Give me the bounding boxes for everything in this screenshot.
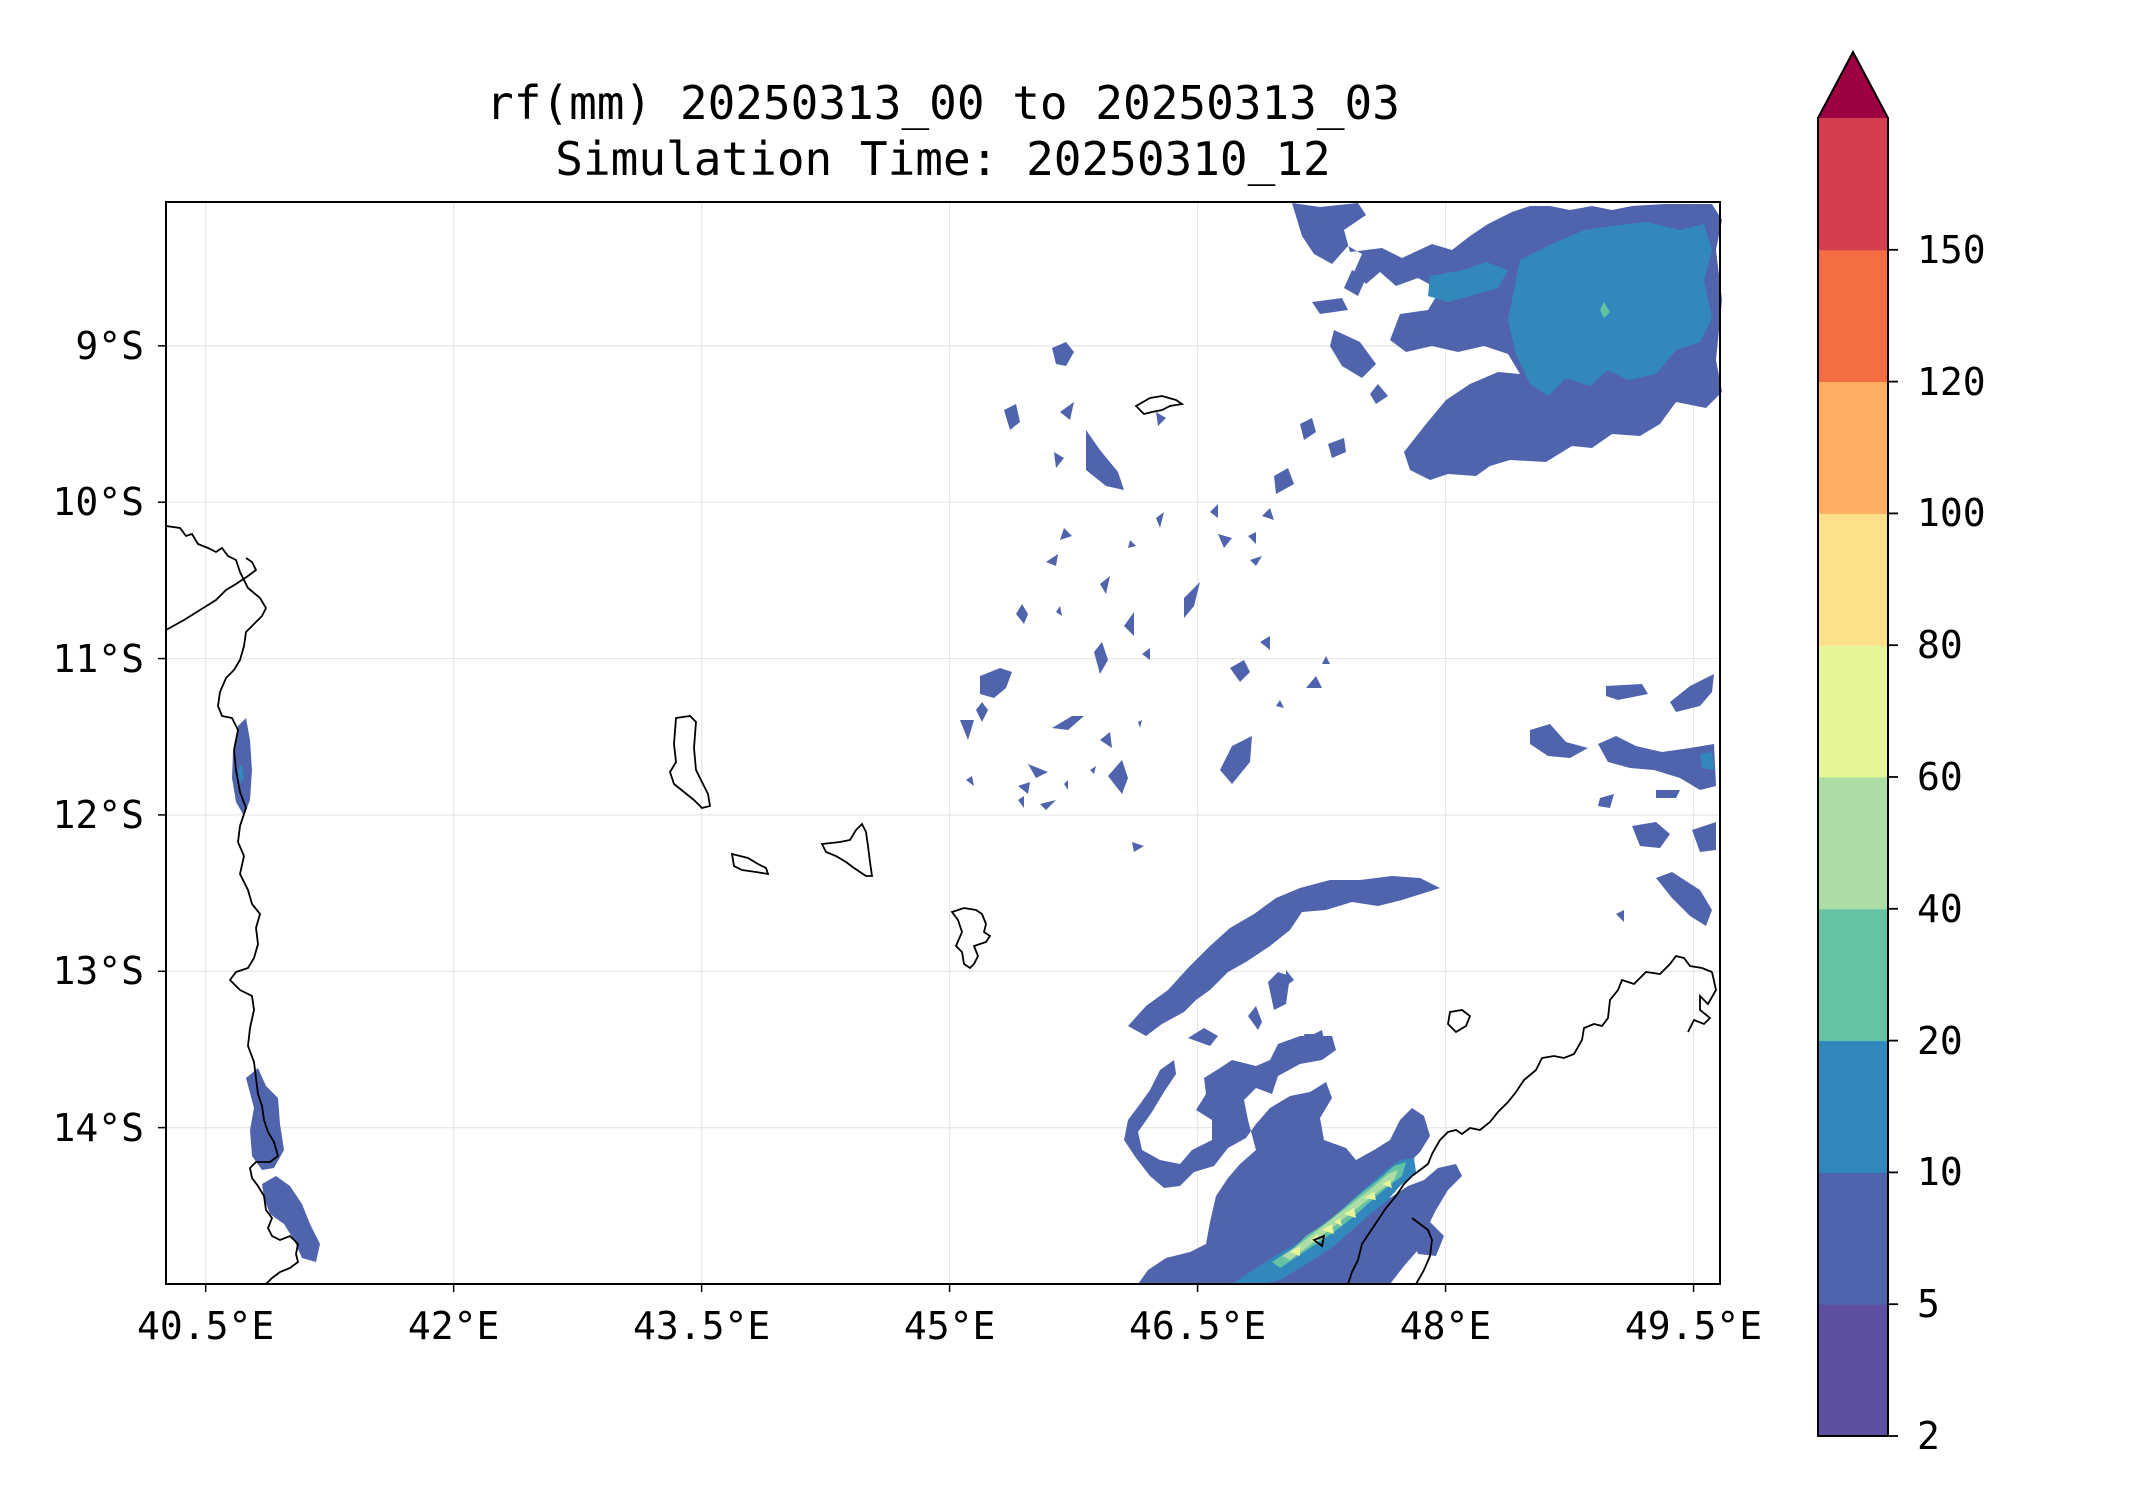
island-grande-comore [669,715,712,809]
islet-nosy-komba [1312,1234,1326,1248]
lon-tick-label: 42°E [407,1304,500,1348]
rain-area-south-3 [1410,1222,1444,1256]
colorbar-tick-label: 80 [1917,623,1963,668]
rain-area-east-5 [1656,790,1680,798]
colorbar-segment [1818,1172,1888,1305]
rain-area-east-3 [1530,724,1588,758]
lat-tick-label: 12°S [52,792,144,837]
coastline-madagascar [1347,954,1713,1285]
colorbar-tick-label: 150 [1917,227,1986,272]
colorbar-segment [1818,381,1888,514]
lon-tick-label: 49.5°E [1624,1304,1763,1348]
rain-area-east-7 [1692,822,1716,852]
colorbar-tick-label: 40 [1917,886,1963,931]
rain-area-east-4 [1598,736,1716,790]
colorbar-tick-label: 120 [1917,359,1986,404]
rain-area-east-9 [1598,794,1614,808]
map-title: rf(mm) 20250313_00 to 20250313_03 [486,76,1400,130]
colorbar-segment [1818,513,1888,646]
rain-area-west-3 [262,1176,320,1262]
lat-tick-label: 9°S [75,323,144,368]
rain-area-east-1 [1606,684,1648,700]
rain-band-south-central [1128,876,1440,1036]
gridlines [166,202,1720,1284]
rain-core-west-1 [238,764,244,784]
rain-area-south-central-2 [1188,1028,1218,1046]
coastlines [165,395,1717,1285]
colorbar-tick-label: 100 [1917,491,1986,536]
rain-core-northeast [1508,222,1712,396]
lon-tick-label: 46.5°E [1128,1304,1267,1348]
lon-tick-label: 43.5°E [632,1304,771,1348]
rain-area-south-central-3 [1248,1006,1262,1030]
island-mayotte [950,907,992,970]
colorbar-tick-label: 60 [1917,755,1963,799]
colorbar-segment [1818,1040,1888,1173]
rain-area-east-6 [1632,822,1670,848]
lon-tick-label: 45°E [903,1304,996,1348]
rain-area-east-8 [1656,872,1712,926]
map-subtitle: Simulation Time: 20250310_12 [555,132,1331,186]
island-aldabra [1134,395,1185,415]
rain-area-east-2 [1670,674,1714,712]
island-anjouan [820,822,874,877]
colorbar-outline [1817,49,1889,1437]
island-nosy-be [1447,1009,1472,1034]
colorbar-segment [1818,249,1888,383]
colorbar-tick-label: 2 [1917,1414,1940,1458]
rain-small-cells [960,270,1388,1054]
coastline-madagascar-inner [1687,971,1717,1033]
rain-speck-northeast [1600,302,1610,318]
lon-tick-label: 48°E [1399,1304,1492,1348]
colorbar-segment [1818,777,1888,910]
rain-area-south-central-4 [1268,972,1290,1010]
lat-tick-label: 11°S [52,636,144,681]
rain-core-east-4 [1700,752,1714,770]
colorbar-tick-label: 10 [1917,1150,1963,1195]
colorbar-segment [1818,908,1888,1042]
colorbar-segment [1818,645,1888,778]
axis-ticks [158,345,1695,1292]
colorbar-tick-label: 5 [1917,1282,1940,1327]
lat-tick-label: 10°S [52,480,144,525]
colorbar-tick-label: 20 [1917,1018,1963,1063]
coastline-africa-north [165,557,258,631]
colorbar-extend-arrow [1818,52,1888,118]
coastline-africa [165,525,300,1285]
lat-tick-label: 14°S [52,1105,144,1150]
rain-core-south-4 [1290,1180,1392,1256]
rain-area-east-10 [1616,910,1624,922]
rainfall-contours [232,203,1722,1284]
plot-frame [165,201,1721,1285]
lat-tick-label: 13°S [52,949,144,994]
colorbar-segment [1818,1304,1888,1437]
colorbar-segment [1818,118,1888,251]
lon-tick-label: 40.5°E [137,1304,275,1348]
coastline-madagascar-south [1411,1217,1433,1285]
colorbar[interactable] [1817,49,1898,1437]
rain-core-northeast-2 [1428,262,1508,302]
rain-core-south-3 [1282,1170,1398,1260]
island-moheli [730,852,770,876]
